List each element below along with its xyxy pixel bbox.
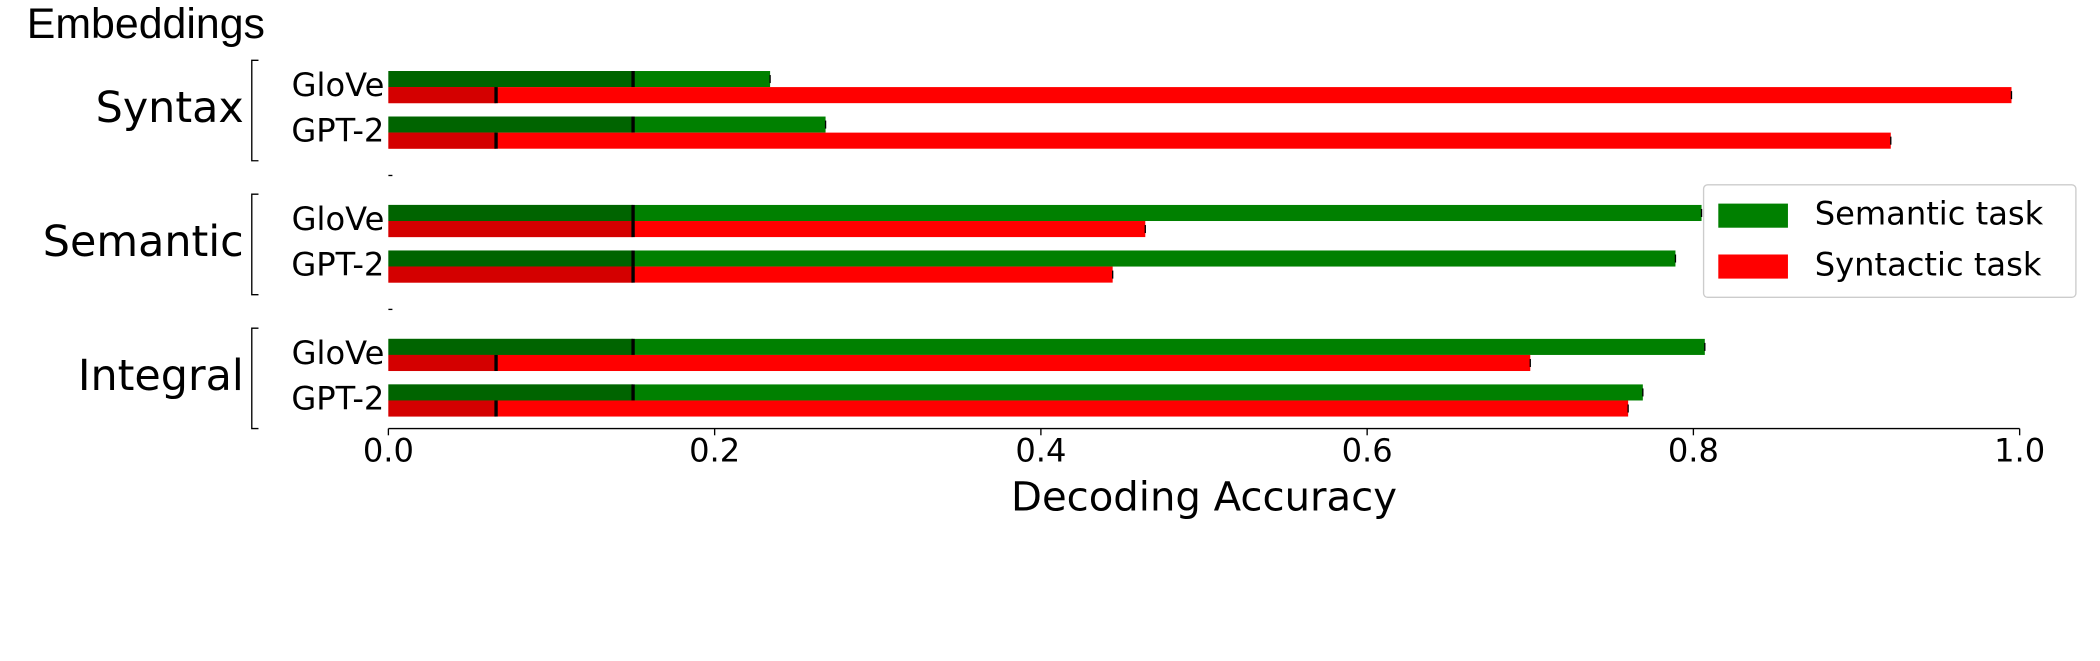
bar [388, 132, 1891, 149]
bar [388, 250, 1676, 267]
x-tick-label: 0.0 [363, 432, 414, 470]
x-axis-label: Decoding Accuracy [1011, 475, 1397, 521]
legend-box [1702, 184, 2077, 299]
legend-swatch [1718, 203, 1788, 228]
group-label: Syntax [96, 83, 244, 133]
group-bracket [251, 59, 259, 162]
bar [388, 354, 1531, 372]
y-tick-label: GloVe [292, 66, 385, 104]
chart-title: Embeddings [27, 0, 265, 48]
chance-bar [388, 354, 497, 372]
chance-bar [388, 250, 634, 267]
chance-bar [388, 87, 497, 104]
group-bracket [251, 193, 259, 296]
bar [388, 400, 1629, 417]
chance-bar [388, 400, 497, 417]
chance-bar [388, 338, 634, 355]
y-tick-label: GPT-2 [291, 379, 384, 417]
y-tick-label: GloVe [292, 334, 385, 372]
y-tick-label: GloVe [292, 200, 385, 238]
chance-bar [388, 204, 634, 222]
chance-bar [388, 221, 634, 238]
group-label: Integral [78, 351, 244, 401]
bar [388, 204, 1702, 222]
bar [388, 87, 2012, 104]
chance-bar [388, 266, 634, 283]
chance-bar [388, 384, 634, 401]
chance-bar [388, 116, 634, 133]
x-tick-label: 0.8 [1668, 432, 1719, 470]
x-tick-label: 1.0 [1994, 432, 2045, 470]
legend-swatch [1718, 254, 1788, 279]
bar [388, 338, 1705, 355]
group-bracket [251, 327, 259, 430]
y-tick-label: GPT-2 [291, 246, 384, 284]
y-tick-label: GPT-2 [291, 112, 384, 150]
legend-label: Syntactic task [1815, 246, 2042, 284]
x-tick-label: 0.4 [1015, 432, 1066, 470]
legend-label: Semantic task [1815, 195, 2044, 233]
chance-bar [388, 71, 634, 88]
group-label: Semantic [43, 217, 244, 267]
bar [388, 384, 1643, 401]
x-tick-label: 0.6 [1342, 432, 1393, 470]
chance-bar [388, 132, 497, 149]
x-tick-label: 0.2 [689, 432, 740, 470]
